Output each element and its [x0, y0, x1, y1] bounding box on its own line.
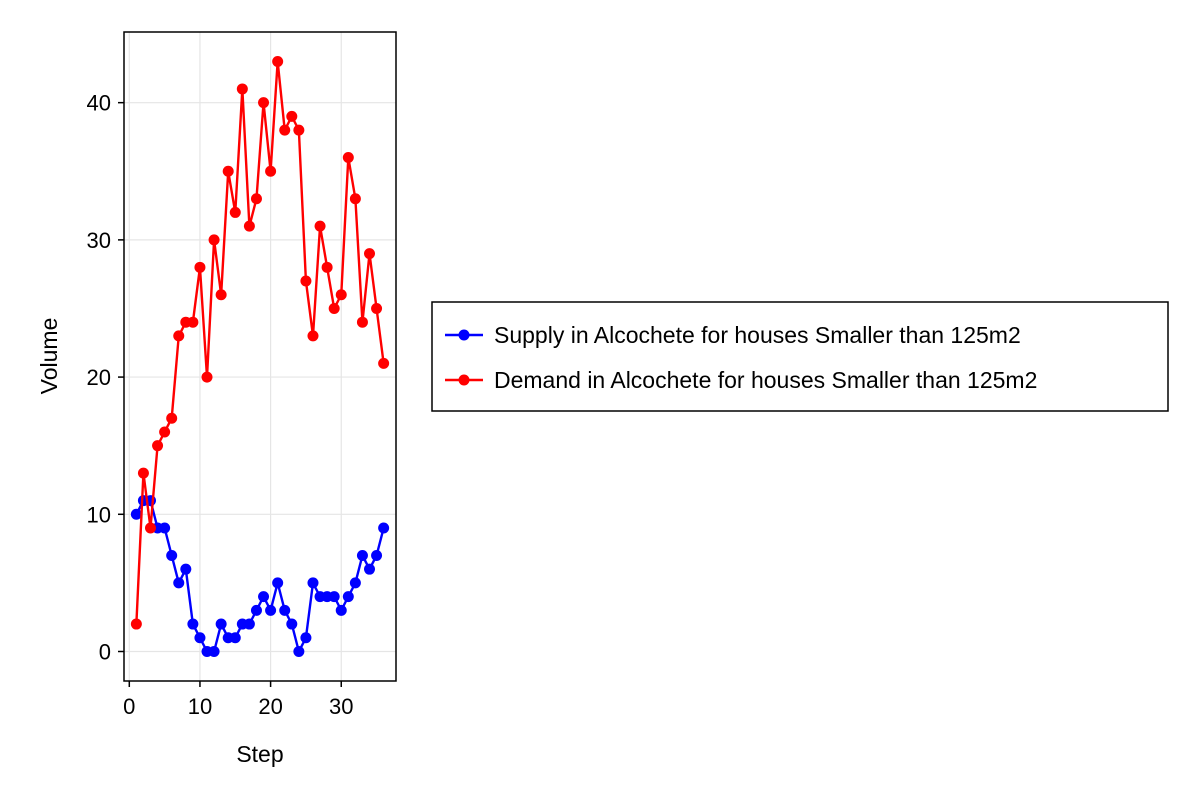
data-point	[279, 124, 291, 136]
data-point	[229, 632, 241, 644]
data-point	[300, 275, 312, 287]
y-tick-label: 10	[87, 502, 111, 527]
data-point	[180, 563, 192, 575]
data-point	[215, 289, 227, 301]
data-point	[194, 632, 206, 644]
data-point	[144, 522, 156, 534]
legend-entry: Demand in Alcochete for houses Smaller t…	[445, 367, 1037, 393]
legend-label: Supply in Alcochete for houses Smaller t…	[494, 322, 1021, 348]
data-point	[173, 330, 185, 342]
data-point	[378, 522, 390, 534]
data-point	[321, 261, 333, 273]
x-axis-title: Step	[236, 741, 283, 767]
x-tick-label: 0	[123, 694, 135, 719]
data-point	[229, 206, 241, 218]
data-point	[314, 220, 326, 232]
data-point	[356, 316, 368, 328]
data-point	[328, 591, 340, 603]
data-point	[307, 577, 319, 589]
data-point	[152, 440, 164, 452]
y-axis-title: Volume	[36, 318, 62, 395]
x-tick-label: 30	[329, 694, 353, 719]
data-point	[279, 604, 291, 616]
data-point	[208, 234, 220, 246]
data-point	[293, 646, 305, 657]
data-point	[265, 604, 277, 616]
data-point	[166, 412, 178, 424]
y-tick-label: 40	[87, 91, 111, 116]
legend-label: Demand in Alcochete for houses Smaller t…	[494, 367, 1037, 393]
data-point	[371, 302, 383, 314]
data-point	[166, 549, 178, 561]
data-point	[378, 357, 390, 369]
data-point	[236, 83, 248, 95]
data-point	[130, 508, 142, 520]
data-point	[194, 261, 206, 273]
data-point	[265, 165, 277, 177]
data-point	[286, 110, 298, 122]
data-point	[272, 56, 284, 67]
data-point	[364, 248, 376, 260]
series-0	[130, 495, 390, 657]
data-point	[187, 618, 199, 630]
data-point	[250, 193, 262, 205]
series-1	[130, 56, 390, 630]
data-point	[130, 618, 142, 630]
legend-entry: Supply in Alcochete for houses Smaller t…	[445, 322, 1021, 348]
data-point	[187, 316, 199, 328]
data-point	[342, 152, 354, 164]
data-point	[342, 591, 354, 603]
data-point	[307, 330, 319, 342]
data-point	[349, 193, 361, 205]
data-point	[137, 467, 149, 479]
series-layer	[130, 56, 390, 657]
x-tick-label: 20	[258, 694, 282, 719]
legend-marker	[458, 374, 470, 386]
data-point	[258, 97, 270, 109]
data-point	[201, 371, 213, 383]
data-point	[222, 165, 234, 177]
y-tick-label: 30	[87, 228, 111, 253]
data-point	[349, 577, 361, 589]
y-tick-label: 20	[87, 365, 111, 390]
data-point	[300, 632, 312, 644]
data-point	[335, 289, 347, 301]
series-line	[135, 60, 385, 625]
data-point	[159, 426, 171, 438]
data-point	[208, 646, 220, 657]
legend: Supply in Alcochete for houses Smaller t…	[431, 301, 1169, 412]
x-tick-label: 10	[188, 694, 212, 719]
legend-frame	[431, 301, 1169, 412]
data-point	[335, 604, 347, 616]
data-point	[371, 549, 383, 561]
data-point	[364, 563, 376, 575]
y-tick-label: 0	[99, 640, 111, 665]
data-point	[328, 302, 340, 314]
series-line	[135, 499, 385, 653]
data-point	[258, 591, 270, 603]
data-point	[293, 124, 305, 136]
data-point	[159, 522, 171, 534]
data-point	[272, 577, 284, 589]
plot-frame	[123, 31, 397, 682]
data-point	[173, 577, 185, 589]
legend-marker	[458, 329, 470, 341]
axes: 0 10 20 30 0 10 20 30 40	[87, 91, 354, 719]
data-point	[286, 618, 298, 630]
data-point	[243, 220, 255, 232]
data-point	[356, 549, 368, 561]
data-point	[243, 618, 255, 630]
data-point	[250, 604, 262, 616]
data-point	[215, 618, 227, 630]
